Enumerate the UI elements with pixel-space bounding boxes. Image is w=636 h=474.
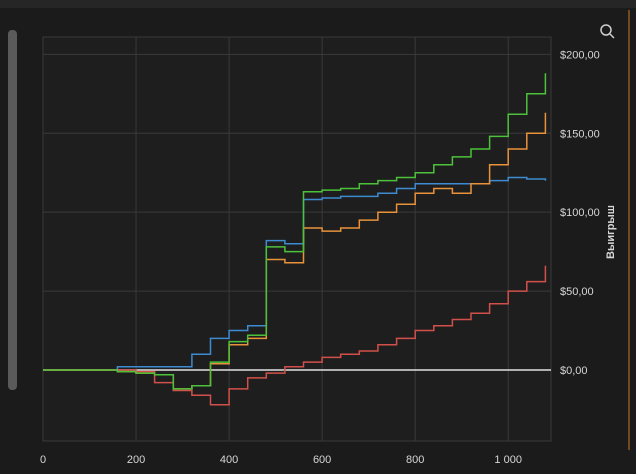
scrollbar[interactable] — [8, 30, 17, 390]
zoom-icon[interactable] — [600, 24, 615, 39]
y-tick-label: $50,00 — [560, 286, 594, 298]
top-bar — [0, 0, 636, 8]
y-tick-label: $100,00 — [560, 207, 600, 219]
y-axis-label: Выигрыш — [605, 205, 617, 259]
x-tick-label: 1 000 — [494, 454, 522, 466]
x-tick-label: 800 — [406, 454, 424, 466]
x-tick-label: 400 — [220, 454, 238, 466]
y-tick-label: $150,00 — [560, 128, 600, 140]
series-line — [43, 73, 547, 390]
y-tick-label: $0,00 — [560, 365, 588, 377]
x-tick-label: 0 — [40, 454, 46, 466]
x-tick-label: 600 — [313, 454, 331, 466]
plot-area — [42, 36, 552, 442]
x-tick-label: 200 — [127, 454, 145, 466]
series-line — [43, 265, 547, 406]
y-tick-label: $200,00 — [560, 49, 600, 61]
edge — [628, 10, 630, 450]
